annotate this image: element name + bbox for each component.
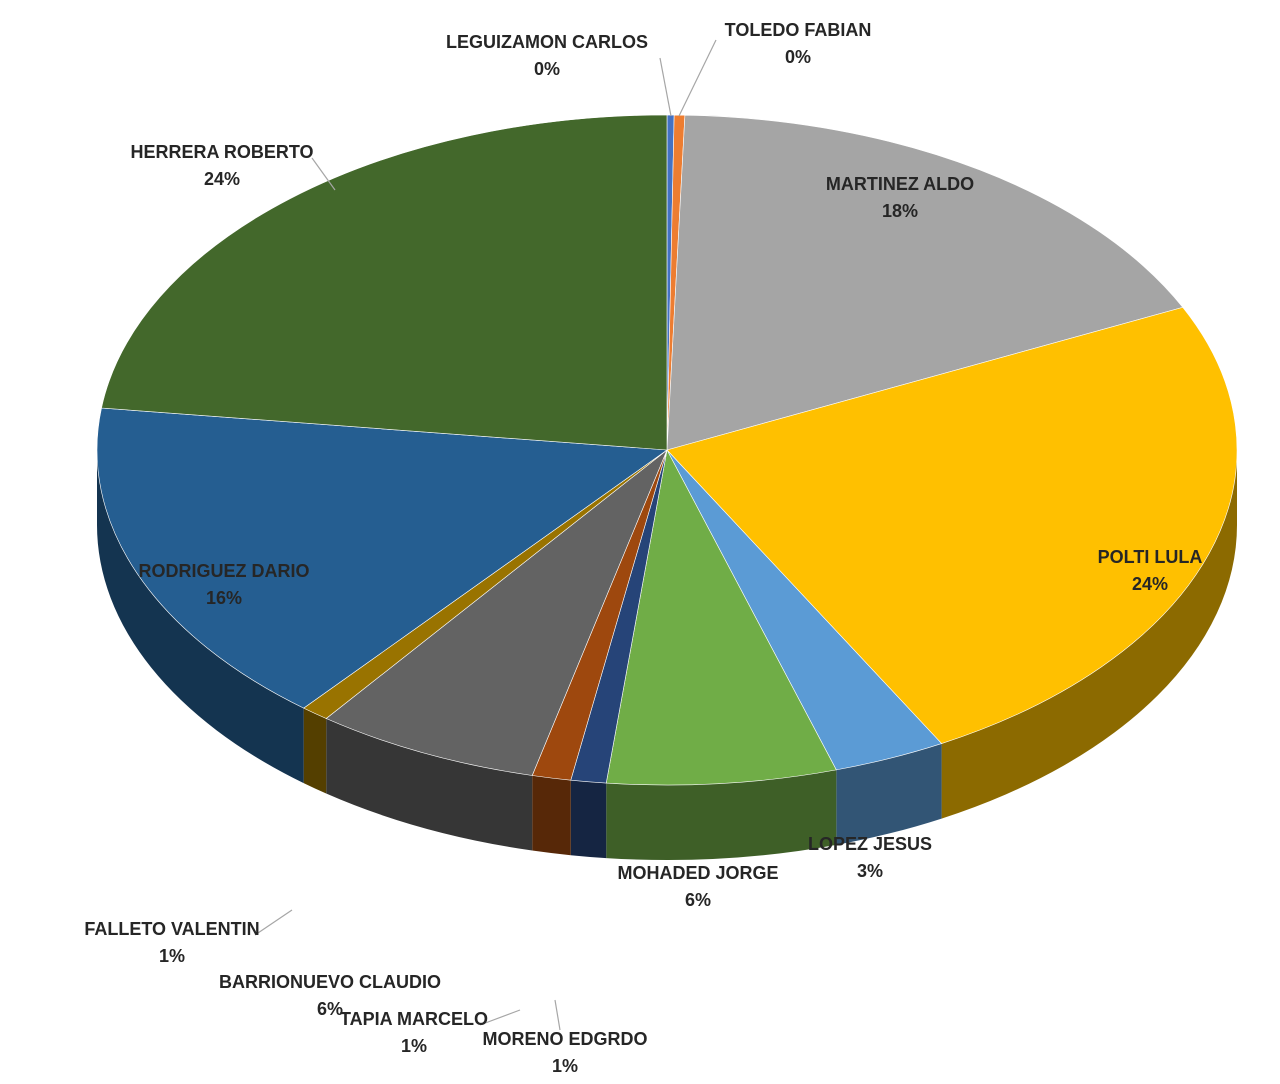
leader-line-tapia-marcelo: [479, 1009, 521, 1026]
leader-line-toledo-fabian: [678, 39, 717, 117]
slice-label-tapia-marcelo: TAPIA MARCELO: [340, 1009, 488, 1029]
slice-label-barrionuevo-claudio: BARRIONUEVO CLAUDIO: [219, 972, 441, 992]
slice-pct-moreno-edgrdo: 1%: [552, 1056, 578, 1076]
pie-side-barrionuevo-claudio: [326, 718, 533, 851]
pie-slices: [96, 114, 1238, 786]
leader-line-leguizamon-carlos: [659, 57, 672, 117]
pie-side-lopez-jesus: [836, 743, 942, 845]
leader-line-falleto-valentin: [254, 909, 293, 936]
data-labels: LEGUIZAMON CARLOS 0% TOLEDO FABIAN 0% MARTIN…: [84, 20, 1202, 1076]
slice-pct-herrera-roberto: 24%: [204, 169, 240, 189]
pie-side-tapia-marcelo: [532, 775, 571, 856]
slice-pct-tapia-marcelo: 1%: [401, 1036, 427, 1056]
slice-label-mohaded-jorge: MOHADED JORGE: [617, 863, 778, 883]
slice-pct-toledo-fabian: 0%: [785, 47, 811, 67]
label-leader-lines: [254, 39, 717, 1031]
pie-side-mohaded-jorge: [606, 769, 837, 860]
slice-pct-lopez-jesus: 3%: [857, 861, 883, 881]
slice-label-rodriguez-dario: RODRIGUEZ DARIO: [139, 561, 310, 581]
pie-side-polti-lula: [941, 450, 1237, 819]
pie-side-rodriguez-dario: [97, 450, 304, 784]
slice-label-leguizamon-carlos: LEGUIZAMON CARLOS: [446, 32, 648, 52]
pie-slice-rodriguez-dario: [96, 407, 668, 709]
slice-label-martinez-aldo: MARTINEZ ALDO: [826, 174, 974, 194]
pie-side-moreno-edgrdo: [570, 780, 607, 859]
pie-slice-herrera-roberto: [101, 114, 668, 451]
leader-line-moreno-edgrdo: [554, 999, 561, 1031]
pie-side-falleto-valentin: [303, 708, 327, 794]
slice-pct-rodriguez-dario: 16%: [206, 588, 242, 608]
pie-depth-sides: [97, 450, 1237, 860]
pie-slice-polti-lula: [666, 307, 1238, 744]
slice-label-polti-lula: POLTI LULA: [1098, 547, 1203, 567]
slice-pct-mohaded-jorge: 6%: [685, 890, 711, 910]
slice-label-moreno-edgrdo: MORENO EDGRDO: [482, 1029, 647, 1049]
slice-label-falleto-valentin: FALLETO VALENTIN: [84, 919, 259, 939]
pie-slice-barrionuevo-claudio: [325, 449, 668, 776]
slice-label-herrera-roberto: HERRERA ROBERTO: [130, 142, 313, 162]
slice-pct-martinez-aldo: 18%: [882, 201, 918, 221]
slice-pct-barrionuevo-claudio: 6%: [317, 999, 343, 1019]
slice-pct-leguizamon-carlos: 0%: [534, 59, 560, 79]
slice-pct-falleto-valentin: 1%: [159, 946, 185, 966]
leader-line-herrera-roberto: [311, 157, 336, 191]
slice-label-toledo-fabian: TOLEDO FABIAN: [725, 20, 872, 40]
pie-slice-mohaded-jorge: [605, 449, 837, 786]
slice-label-lopez-jesus: LOPEZ JESUS: [808, 834, 932, 854]
pie-slice-martinez-aldo: [666, 114, 1184, 451]
slice-pct-polti-lula: 24%: [1132, 574, 1168, 594]
